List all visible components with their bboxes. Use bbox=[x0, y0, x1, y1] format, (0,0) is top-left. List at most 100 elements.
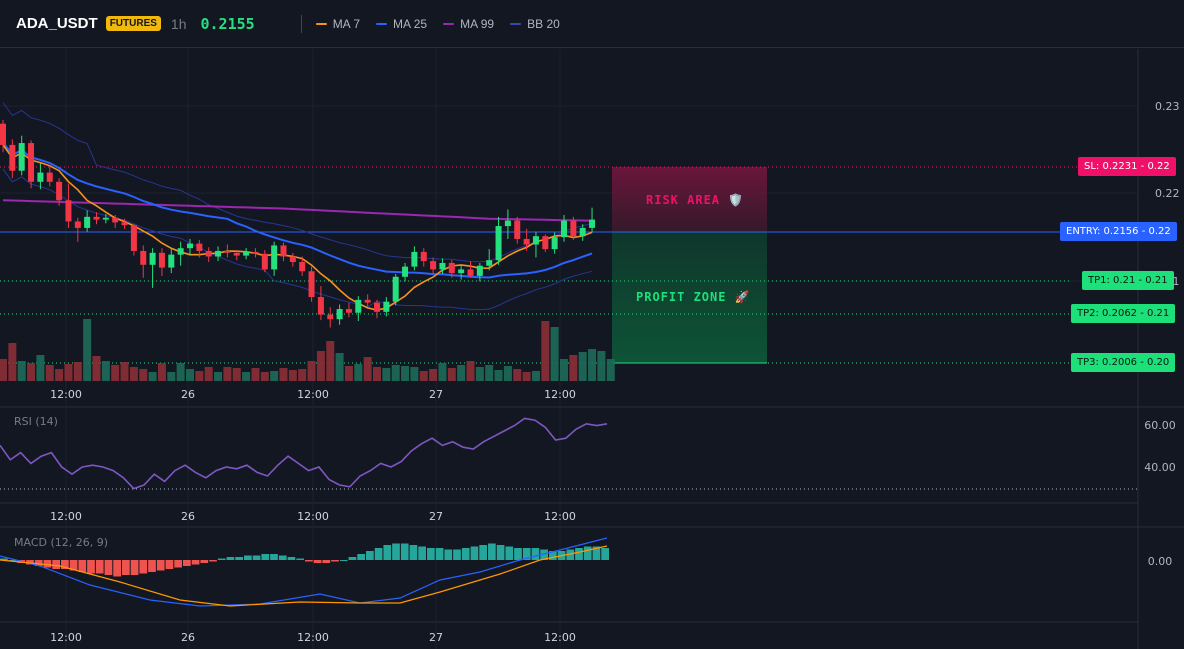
candle-body bbox=[149, 252, 156, 265]
legend-ma25[interactable]: MA 25 bbox=[376, 17, 427, 31]
candle-body bbox=[523, 238, 530, 245]
macd-hist-bar bbox=[34, 560, 43, 566]
tp1-value: 0.21 bbox=[1145, 275, 1168, 286]
volume-bar bbox=[447, 368, 456, 381]
candle-body bbox=[514, 220, 521, 239]
macd-hist-bar bbox=[61, 560, 69, 569]
entry-tag[interactable]: ENTRY: 0.2156 - 0.22 bbox=[1060, 222, 1177, 241]
macd-hist-bar bbox=[122, 560, 130, 575]
candle-body bbox=[308, 271, 315, 298]
macd-hist-bar bbox=[453, 549, 461, 560]
candle-body bbox=[93, 216, 100, 220]
macd-hist-bar bbox=[156, 560, 165, 571]
candle-body bbox=[589, 219, 596, 228]
macd-pane: MACD (12, 26, 9) 0.00 bbox=[0, 536, 1172, 607]
sl-label: SL: 0.2231 bbox=[1084, 161, 1138, 172]
volume-bar bbox=[606, 359, 615, 381]
macd-hist-bar bbox=[113, 560, 121, 577]
candle-body bbox=[439, 262, 446, 270]
macd-hist-bar bbox=[427, 548, 435, 560]
macd-hist-bar bbox=[331, 560, 339, 562]
candle-body bbox=[280, 245, 287, 257]
volume-bar bbox=[588, 349, 597, 381]
macd-hist-bar bbox=[522, 548, 531, 560]
header-divider bbox=[300, 14, 302, 33]
macd-hist-bar bbox=[148, 560, 156, 572]
candle-body bbox=[299, 262, 306, 272]
volume-bar bbox=[401, 366, 410, 381]
volume-bar bbox=[410, 367, 419, 381]
macd-hist-bar bbox=[296, 558, 304, 560]
volume-bar bbox=[513, 369, 522, 381]
ma7-swatch bbox=[315, 22, 327, 25]
time-label: 27 bbox=[429, 631, 443, 644]
bb-upper-line bbox=[2, 102, 593, 263]
volume-bar bbox=[344, 366, 353, 381]
interval-selector[interactable]: 1h bbox=[170, 15, 187, 32]
tp2-tag[interactable]: TP2: 0.2062 - 0.21 bbox=[1071, 304, 1176, 323]
tp3-tag[interactable]: TP3: 0.2006 - 0.20 bbox=[1071, 353, 1176, 372]
volume-bar bbox=[120, 362, 129, 381]
legend-ma99[interactable]: MA 99 bbox=[443, 17, 494, 31]
rsi-tick: 40.00 bbox=[1144, 461, 1176, 474]
volume-bar bbox=[186, 369, 194, 381]
volume-bar bbox=[307, 361, 316, 381]
legend-ma7[interactable]: MA 7 bbox=[315, 17, 360, 31]
macd-hist-bar bbox=[200, 560, 209, 563]
candle-body bbox=[28, 143, 35, 182]
time-label: 12:00 bbox=[297, 388, 329, 401]
candle-body bbox=[158, 252, 165, 268]
bollinger-bands bbox=[2, 102, 593, 311]
candle-body bbox=[196, 243, 203, 251]
volume-bar bbox=[55, 369, 64, 381]
volume-bar bbox=[373, 367, 381, 381]
macd-hist-bar bbox=[566, 549, 575, 560]
time-label: 12:00 bbox=[50, 510, 82, 523]
volume-bar bbox=[139, 369, 148, 381]
volume-bar bbox=[531, 371, 540, 381]
tp1-tag[interactable]: TP1: 0.21 - 0.21 bbox=[1082, 271, 1174, 290]
profit-zone-label: PROFIT ZONE 🚀 bbox=[636, 290, 751, 304]
volume-bar bbox=[279, 368, 288, 381]
volume-bar bbox=[363, 357, 372, 381]
time-label: 26 bbox=[181, 388, 195, 401]
sl-tag[interactable]: SL: 0.2231 - 0.22 bbox=[1078, 157, 1176, 176]
volume-bar bbox=[466, 361, 475, 381]
macd-hist-bar bbox=[252, 555, 261, 560]
time-label: 27 bbox=[429, 388, 443, 401]
symbol-name[interactable]: ADA_USDT bbox=[16, 15, 98, 32]
candle-body bbox=[168, 254, 175, 268]
price-tick: 0.23 bbox=[1155, 100, 1180, 113]
macd-hist-bar bbox=[366, 551, 374, 560]
volume-bar bbox=[232, 368, 241, 381]
volume-bar bbox=[204, 367, 213, 381]
macd-hist-bar bbox=[400, 543, 409, 560]
macd-hist-bar bbox=[87, 560, 95, 574]
macd-hist-bar bbox=[392, 543, 400, 560]
macd-hist-bar bbox=[479, 545, 487, 560]
profit-zone-box bbox=[612, 232, 767, 363]
volume-bars bbox=[0, 319, 615, 381]
macd-hist-bar bbox=[69, 560, 78, 571]
macd-hist-bar bbox=[165, 560, 174, 569]
candle-body bbox=[411, 251, 418, 267]
volume-bar bbox=[438, 363, 447, 381]
macd-hist-bar bbox=[235, 557, 243, 560]
legend-bb20[interactable]: BB 20 bbox=[510, 17, 560, 31]
candle-body bbox=[18, 143, 25, 171]
ma25-line bbox=[2, 141, 593, 279]
macd-hist-bar bbox=[575, 548, 583, 560]
candle-body bbox=[345, 309, 352, 313]
macd-hist-bar bbox=[357, 554, 365, 560]
macd-hist-bar bbox=[383, 545, 392, 560]
macd-hist-bar bbox=[531, 548, 540, 560]
volume-bar bbox=[176, 363, 185, 381]
time-label: 12:00 bbox=[544, 631, 576, 644]
volume-bar bbox=[494, 370, 503, 381]
volume-bar bbox=[101, 361, 110, 381]
ma25-label: MA 25 bbox=[393, 16, 428, 31]
candle-body bbox=[252, 251, 259, 254]
candle-body bbox=[355, 299, 362, 313]
macd-hist-bar bbox=[278, 555, 287, 560]
